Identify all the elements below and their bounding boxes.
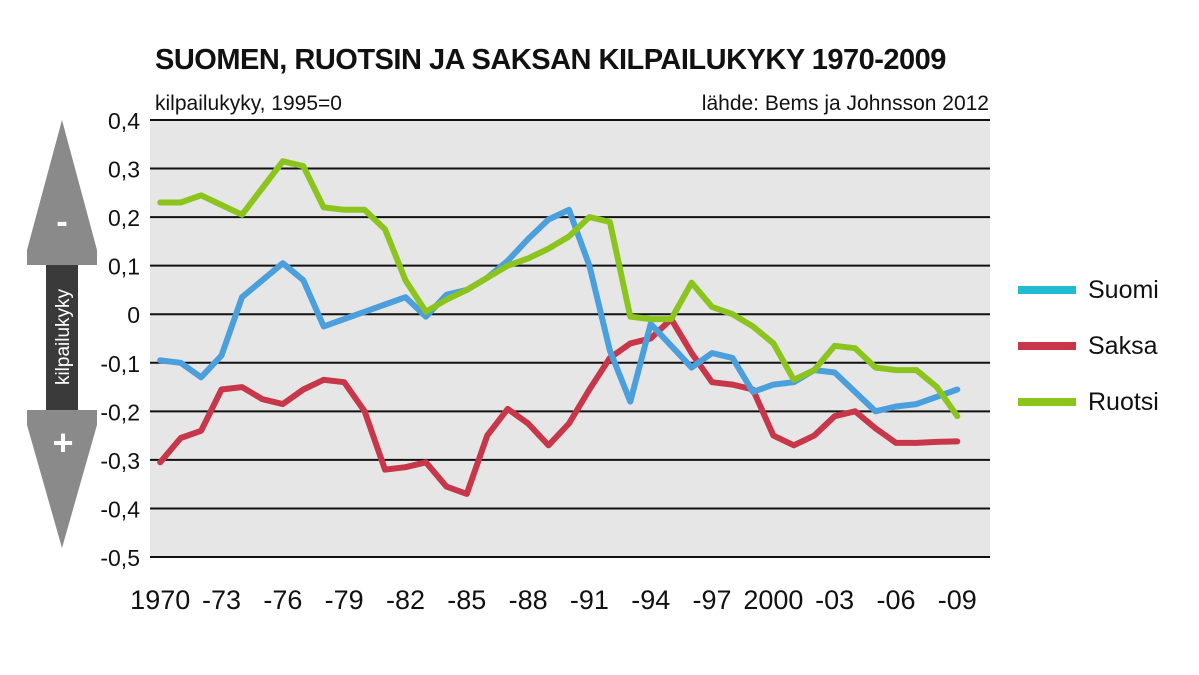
y-axis-ticks: 0,4 0,3 0,2 0,1 0 -0,1 -0,2 -0,3 -0,4 -0,5 [100,108,140,571]
x-tick-label: -82 [386,585,425,615]
legend-swatch-ruotsi [1018,398,1076,406]
y-tick-label: 0 [127,302,140,328]
legend-item-suomi: Suomi [1018,262,1159,318]
legend: Suomi Saksa Ruotsi [1018,262,1159,430]
x-tick-label: 1970 [130,585,190,615]
y-tick-label: 0,1 [108,254,140,280]
y-tick-label: 0,3 [108,157,140,183]
x-tick-label: -91 [570,585,609,615]
series-line-ruotsi [157,158,961,420]
y-tick-label: -0,5 [100,545,140,571]
chart-source: lähde: Bems ja Johnsson 2012 [701,92,989,115]
competitiveness-arrow: - kilpailukyky + [27,120,97,548]
x-tick-label: -76 [263,585,302,615]
x-tick-label: -03 [815,585,854,615]
arrow-up-sign: - [56,203,67,241]
chart-title: SUOMEN, RUOTSIN JA SAKSAN KILPAILUKYKY 1… [155,44,946,76]
chart-subtitle: kilpailukyky, 1995=0 [155,92,342,115]
arrow-down-shaft [27,410,97,425]
series-lines [157,158,961,497]
legend-label-saksa: Saksa [1088,331,1158,360]
y-tick-label: -0,3 [100,448,140,474]
x-tick-label: -94 [631,585,670,615]
plot-background [150,120,990,557]
x-tick-label: -09 [938,585,977,615]
legend-swatch-saksa [1018,342,1076,350]
x-tick-label: -79 [325,585,364,615]
arrow-up-icon [27,120,97,250]
x-tick-label: -85 [447,585,486,615]
x-tick-label: 2000 [743,585,803,615]
arrow-down-icon [27,425,97,548]
x-tick-label: -06 [876,585,915,615]
series-line-suomi [157,206,961,415]
legend-item-ruotsi: Ruotsi [1018,374,1159,430]
x-tick-label: -88 [509,585,548,615]
legend-item-saksa: Saksa [1018,318,1159,374]
arrow-down-sign: + [52,422,73,463]
y-tick-label: -0,1 [100,351,140,377]
series-line-saksa [157,316,961,497]
x-tick-label: -97 [693,585,732,615]
x-axis-ticks: 1970 -73 -76 -79 -82 -85 -88 -91 -94 -97 2000 -03 -0… [130,585,977,615]
x-tick-label: -73 [202,585,241,615]
legend-label-ruotsi: Ruotsi [1088,387,1159,416]
y-axis-label: kilpailukyky [53,288,74,385]
y-tick-label: -0,2 [100,399,140,425]
legend-swatch-suomi [1018,286,1076,294]
arrow-up-shaft [27,250,97,265]
y-tick-label: -0,4 [100,496,140,522]
y-tick-label: 0,2 [108,205,140,231]
legend-label-suomi: Suomi [1088,275,1159,304]
y-tick-label: 0,4 [108,108,140,134]
ylabel-box [46,265,78,410]
